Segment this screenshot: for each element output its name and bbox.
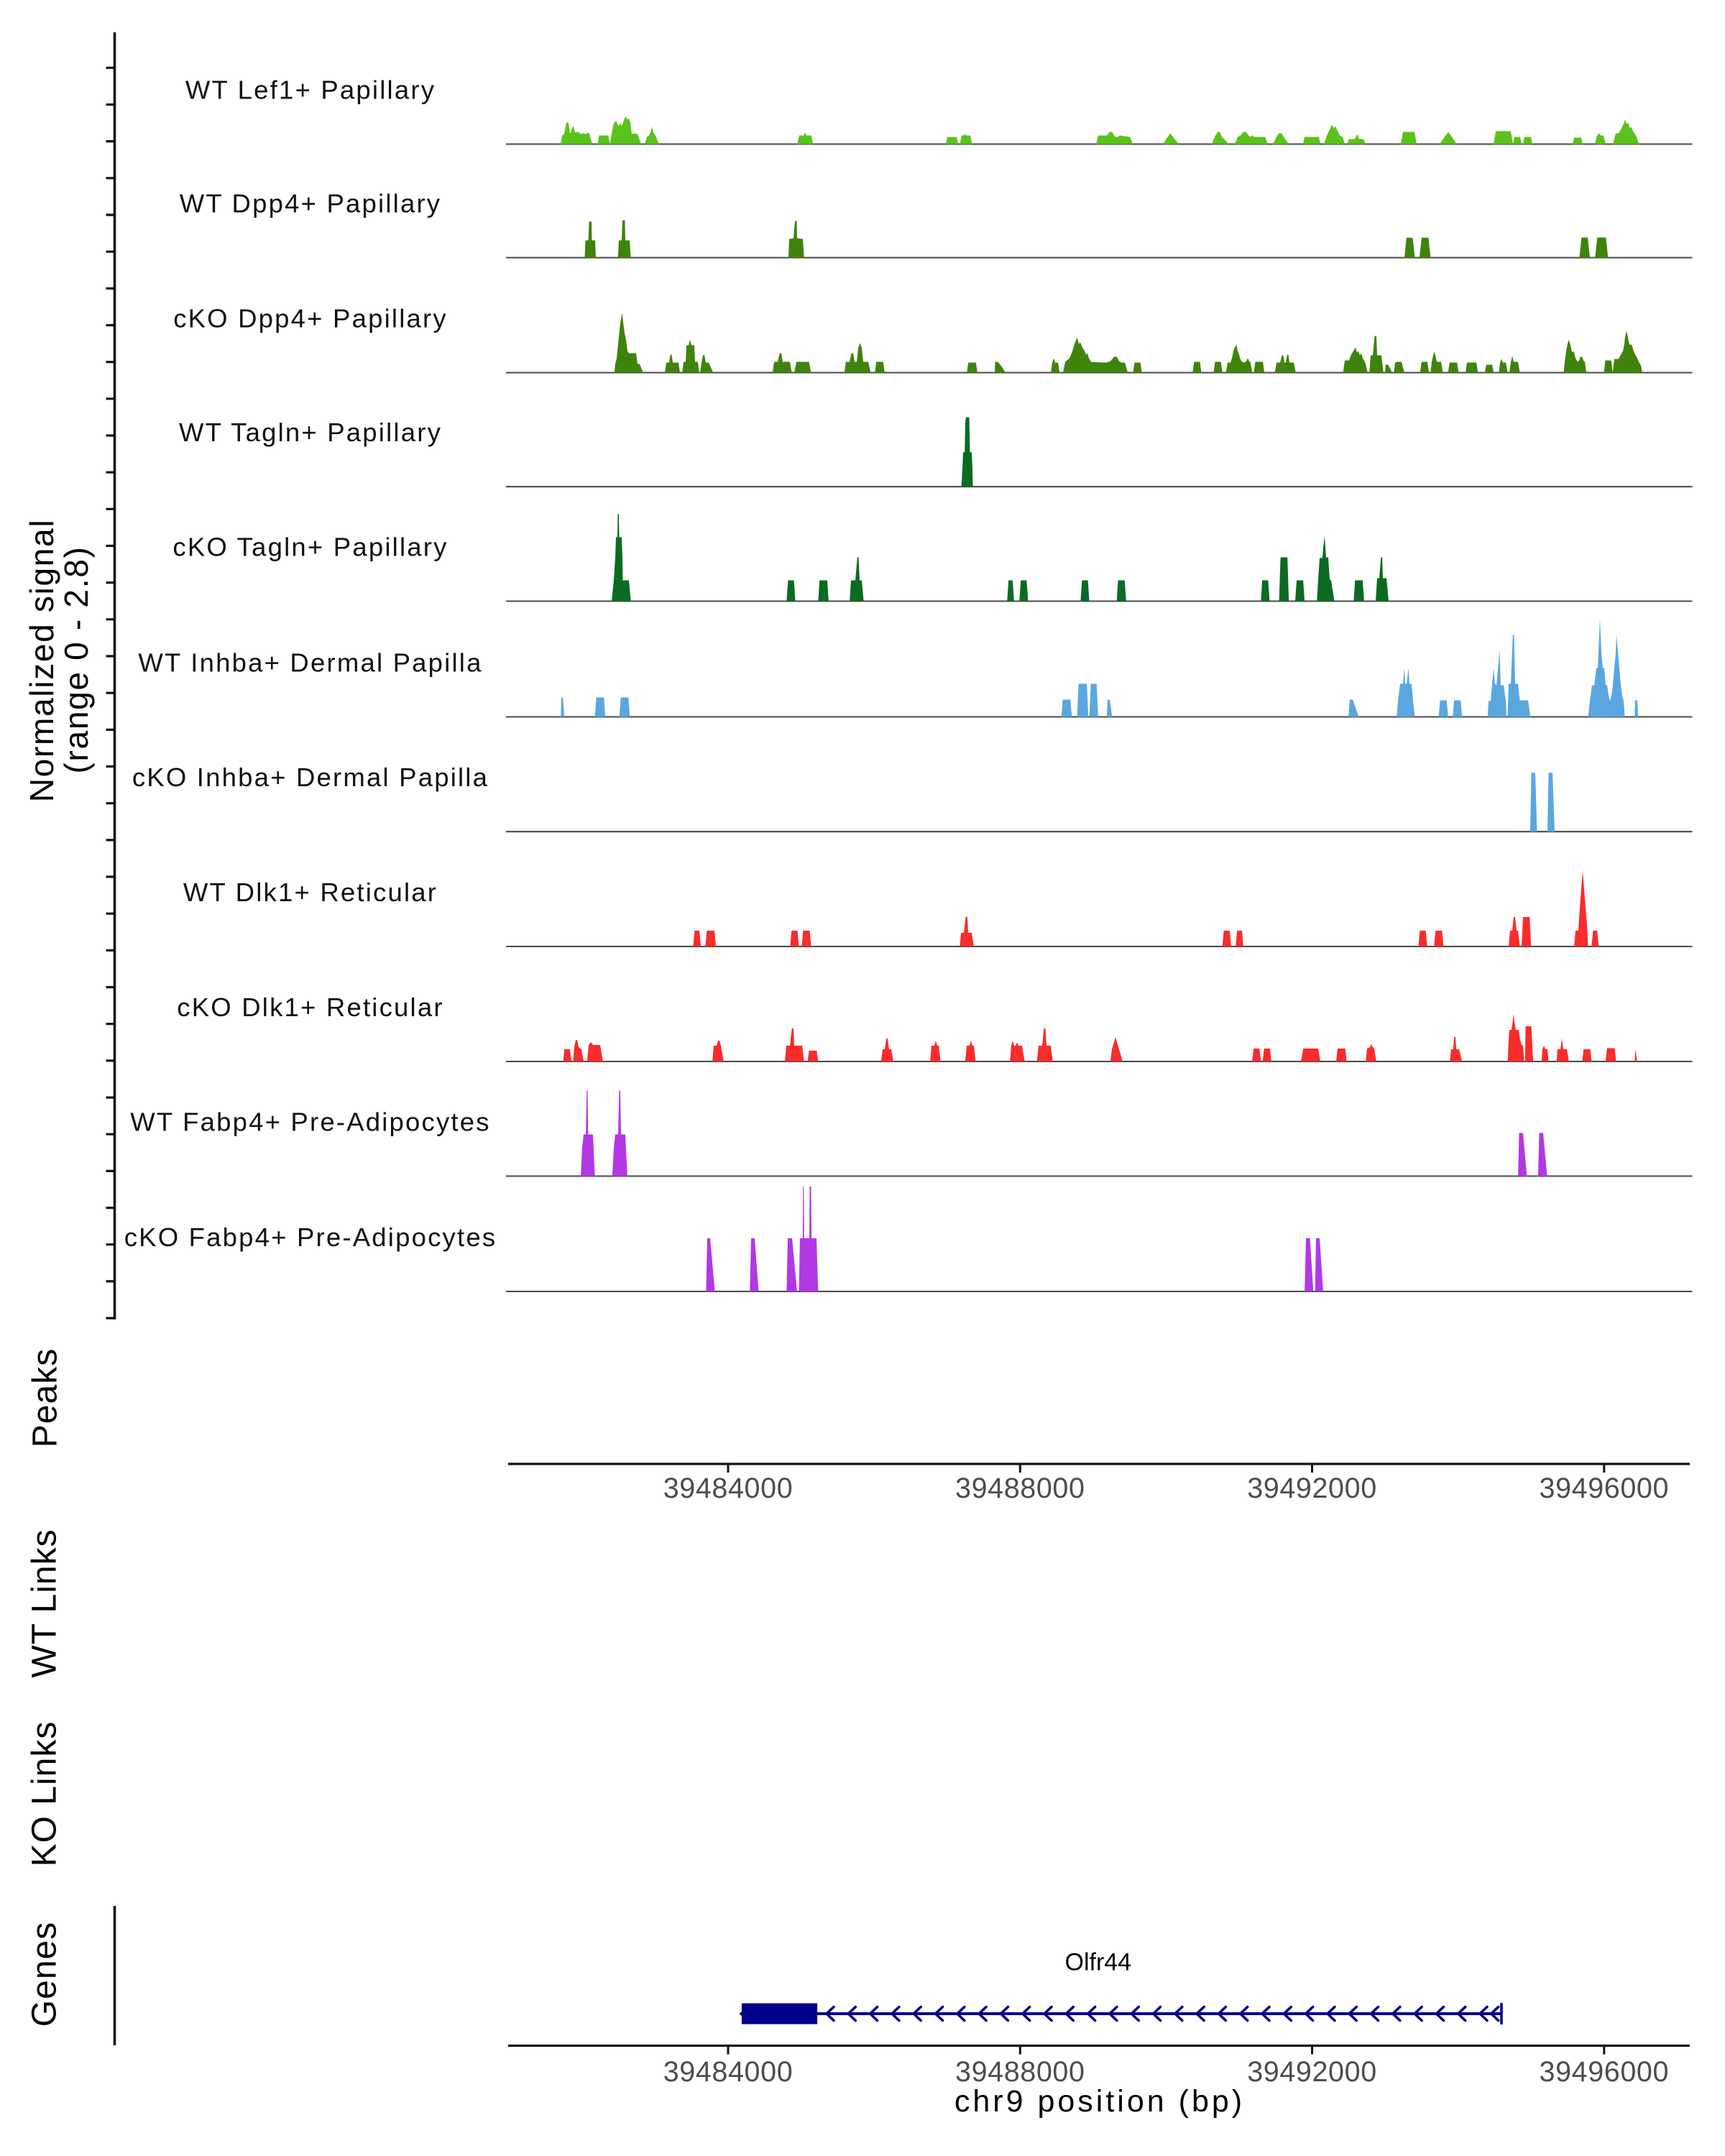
svg-text:Genes: Genes [26,1922,64,2027]
svg-text:39496000: 39496000 [1540,1473,1670,1504]
svg-text:WT Dlk1+ Reticular: WT Dlk1+ Reticular [183,877,438,907]
svg-text:39492000: 39492000 [1247,1473,1377,1504]
svg-text:39484000: 39484000 [663,1473,794,1504]
svg-text:Peaks: Peaks [27,1348,65,1447]
svg-text:WT Inhba+ Dermal Papilla: WT Inhba+ Dermal Papilla [138,648,482,678]
svg-text:WT Fabp4+ Pre-Adipocytes: WT Fabp4+ Pre-Adipocytes [130,1107,490,1137]
svg-text:Normalized signal: Normalized signal [23,519,60,803]
svg-text:WT Links: WT Links [26,1529,64,1677]
svg-text:cKO Tagln+ Papillary: cKO Tagln+ Papillary [172,533,448,562]
svg-text:39484000: 39484000 [663,2056,794,2088]
svg-text:39496000: 39496000 [1540,2056,1670,2088]
svg-text:cKO Fabp4+ Pre-Adipocytes: cKO Fabp4+ Pre-Adipocytes [124,1222,497,1252]
svg-text:WT Tagln+ Papillary: WT Tagln+ Papillary [179,418,442,447]
svg-text:cKO Dpp4+ Papillary: cKO Dpp4+ Papillary [173,304,448,333]
svg-text:Olfr44: Olfr44 [1065,1949,1132,1976]
svg-text:cKO Dlk1+ Reticular: cKO Dlk1+ Reticular [177,992,443,1022]
svg-text:cKO Inhba+ Dermal Papilla: cKO Inhba+ Dermal Papilla [132,763,489,792]
svg-text:39492000: 39492000 [1247,2056,1377,2088]
svg-text:chr9 position (bp): chr9 position (bp) [954,2084,1245,2119]
svg-text:KO Links: KO Links [26,1721,64,1867]
svg-text:39488000: 39488000 [955,1473,1085,1504]
svg-text:WT Dpp4+ Papillary: WT Dpp4+ Papillary [180,189,442,218]
svg-text:39488000: 39488000 [955,2056,1085,2088]
svg-text:WT Lef1+ Papillary: WT Lef1+ Papillary [185,75,436,105]
svg-text:(range 0 - 2.8): (range 0 - 2.8) [58,546,95,774]
